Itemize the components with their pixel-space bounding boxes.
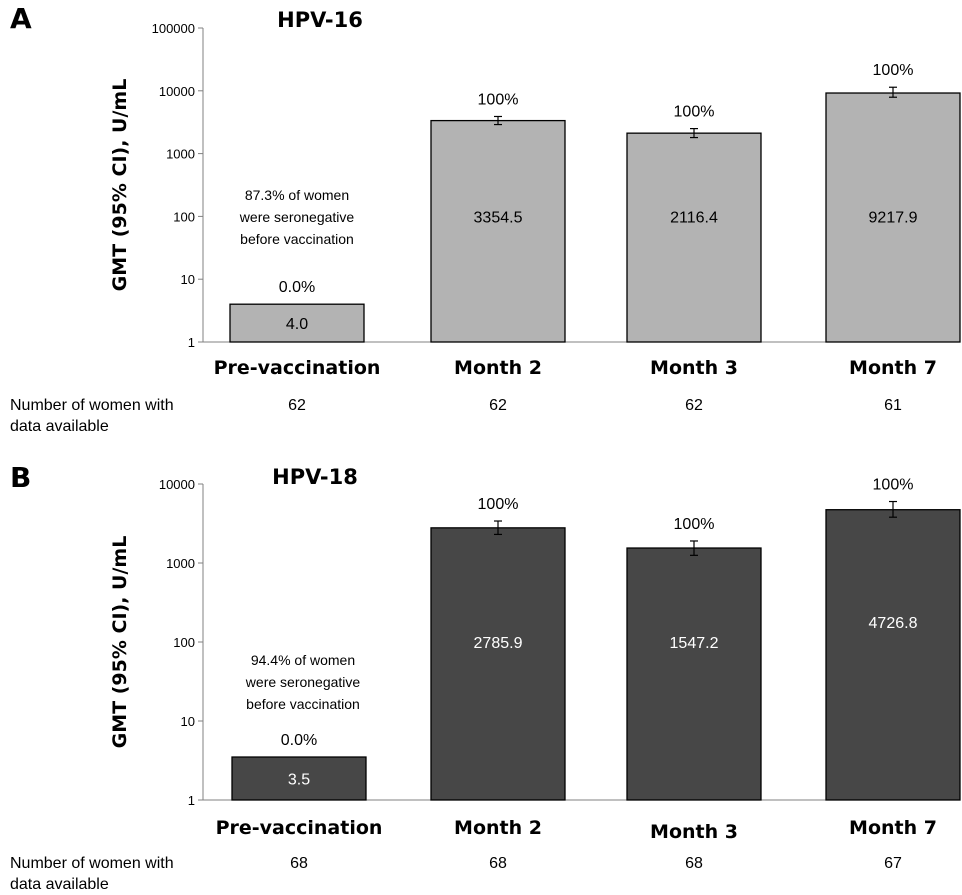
category-label: Pre-vaccination xyxy=(216,817,383,839)
y-tick-label: 10000 xyxy=(159,477,195,492)
bar xyxy=(825,92,961,343)
panel-title: HPV-18 xyxy=(272,465,358,489)
seronegative-note: were seronegative xyxy=(245,674,361,690)
y-axis-label: GMT (95% CI), U/mL xyxy=(109,536,131,749)
bar xyxy=(825,509,961,801)
y-tick-label: 1000 xyxy=(166,556,195,571)
y-tick-label: 10 xyxy=(181,714,195,729)
panel-a: A HPV-16 1 10 100 1000 10000 100000 GMT (95% CI)… xyxy=(10,2,961,435)
n-row-label: Number of women with xyxy=(10,397,174,414)
bar xyxy=(229,303,365,343)
y-tick-label: 1 xyxy=(188,335,195,350)
category-label: Month 2 xyxy=(454,817,542,839)
y-axis-label: GMT (95% CI), U/mL xyxy=(109,79,131,292)
n-value: 62 xyxy=(489,397,507,414)
category-label: Month 7 xyxy=(849,817,937,839)
n-row-label: data available xyxy=(10,876,109,893)
seronegative-note: 87.3% of women xyxy=(245,187,349,203)
bar xyxy=(430,527,566,801)
seropositive-label: 100% xyxy=(478,91,519,108)
bar xyxy=(430,119,566,343)
bar-value-label: 1547.2 xyxy=(670,635,719,652)
n-value: 68 xyxy=(685,855,703,872)
n-value: 67 xyxy=(884,855,902,872)
bar-value-label: 9217.9 xyxy=(869,209,918,226)
n-value: 62 xyxy=(288,397,306,414)
seropositive-label: 100% xyxy=(674,516,715,533)
seronegative-note: were seronegative xyxy=(239,209,355,225)
bar xyxy=(626,132,762,343)
seropositive-label: 100% xyxy=(873,62,914,79)
y-tick-label: 100 xyxy=(173,635,195,650)
seronegative-note: before vaccination xyxy=(240,231,354,247)
y-tick-label: 10000 xyxy=(159,84,195,99)
n-value: 62 xyxy=(685,397,703,414)
y-tick-label: 1000 xyxy=(166,147,195,162)
n-row-label: data available xyxy=(10,418,109,435)
category-label: Month 7 xyxy=(849,357,937,379)
seropositive-label: 100% xyxy=(873,477,914,494)
y-tick-label: 100 xyxy=(173,209,195,224)
category-label: Month 3 xyxy=(650,357,738,379)
bar-value-label: 4726.8 xyxy=(869,615,918,632)
y-tick-label: 1 xyxy=(188,793,195,808)
seronegative-note: 94.4% of women xyxy=(251,652,355,668)
panel-title: HPV-16 xyxy=(277,8,363,32)
category-label: Pre-vaccination xyxy=(214,357,381,379)
bar-value-label: 4.0 xyxy=(286,316,308,333)
n-value: 68 xyxy=(290,855,308,872)
seropositive-label: 0.0% xyxy=(281,732,317,749)
bar xyxy=(231,756,367,801)
seropositive-label: 100% xyxy=(674,104,715,121)
n-value: 68 xyxy=(489,855,507,872)
y-tick-label: 100000 xyxy=(152,21,195,36)
y-tick-label: 10 xyxy=(181,272,195,287)
seropositive-label: 100% xyxy=(478,496,519,513)
seronegative-note: before vaccination xyxy=(246,696,360,712)
category-label: Month 2 xyxy=(454,357,542,379)
bar-value-label: 2785.9 xyxy=(474,635,523,652)
category-label: Month 3 xyxy=(650,821,738,843)
n-value: 61 xyxy=(884,397,902,414)
bar-value-label: 3.5 xyxy=(288,772,310,789)
bar-value-label: 2116.4 xyxy=(670,209,718,226)
panel-b: B HPV-18 1 10 100 1000 10000 GMT (95% CI), U/mL… xyxy=(10,461,961,893)
panel-letter: A xyxy=(10,2,32,35)
bar-value-label: 3354.5 xyxy=(474,209,523,226)
bar xyxy=(626,547,762,801)
seropositive-label: 0.0% xyxy=(279,279,315,296)
n-row-label: Number of women with xyxy=(10,855,174,872)
panel-letter: B xyxy=(10,461,31,494)
